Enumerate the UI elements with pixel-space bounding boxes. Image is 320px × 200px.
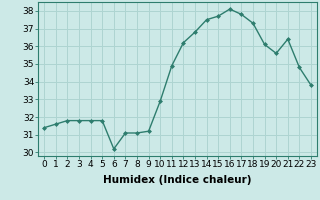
- X-axis label: Humidex (Indice chaleur): Humidex (Indice chaleur): [103, 175, 252, 185]
